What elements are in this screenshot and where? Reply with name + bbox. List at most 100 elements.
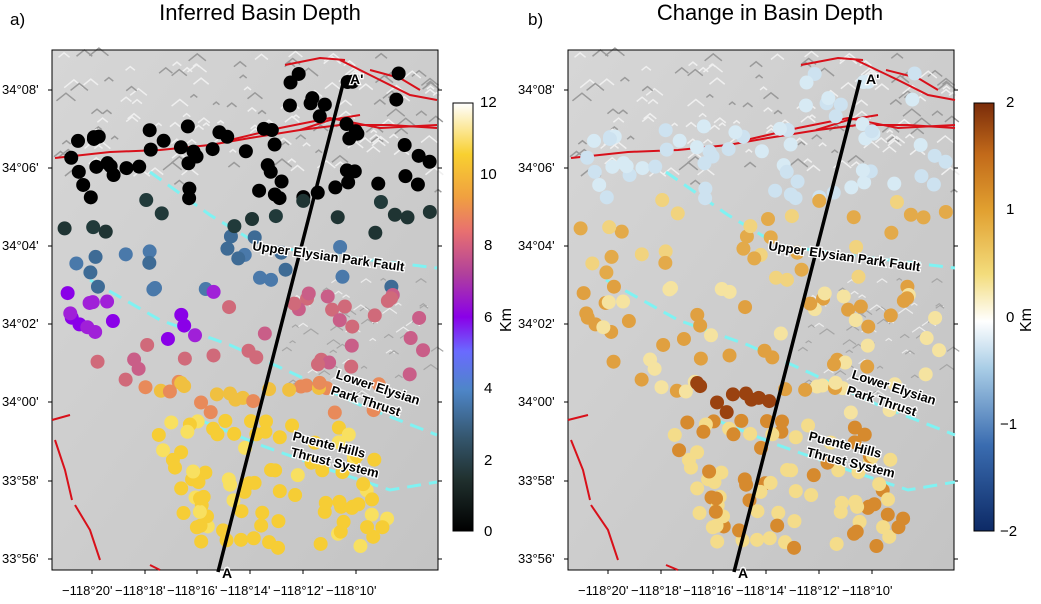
station-dot bbox=[762, 394, 777, 409]
station-dot bbox=[916, 210, 931, 225]
station-dot bbox=[738, 300, 753, 315]
lat-label: 33°58' bbox=[2, 473, 39, 488]
station-dot bbox=[71, 164, 86, 179]
station-dot bbox=[678, 384, 693, 399]
station-dot bbox=[139, 193, 154, 208]
fault-trace bbox=[800, 56, 864, 66]
station-dot bbox=[828, 375, 843, 390]
station-dot bbox=[234, 532, 249, 547]
station-dot bbox=[763, 230, 778, 245]
station-dot bbox=[221, 472, 236, 487]
station-dot bbox=[841, 302, 856, 317]
lon-label: −118°20' bbox=[62, 583, 113, 598]
station-dot bbox=[725, 387, 740, 402]
station-dot bbox=[754, 144, 769, 159]
station-dot bbox=[843, 405, 858, 420]
station-dot bbox=[263, 164, 278, 179]
station-dot bbox=[227, 426, 242, 441]
station-dot bbox=[322, 355, 337, 370]
station-dot bbox=[918, 367, 933, 382]
station-dot bbox=[264, 272, 279, 287]
station-dot bbox=[156, 443, 171, 458]
station-dot bbox=[846, 210, 861, 225]
station-dot bbox=[599, 190, 614, 205]
station-dot bbox=[103, 159, 118, 174]
station-dot bbox=[676, 331, 691, 346]
station-dot bbox=[798, 98, 813, 113]
station-dot bbox=[272, 430, 287, 445]
station-dot bbox=[333, 524, 348, 539]
station-dot bbox=[750, 504, 765, 519]
station-dot bbox=[865, 448, 880, 463]
lat-label: 34°06' bbox=[518, 160, 555, 175]
station-dot bbox=[272, 484, 287, 499]
station-dot bbox=[118, 372, 133, 387]
station-dot bbox=[194, 534, 209, 549]
station-dot bbox=[127, 352, 142, 367]
station-dot bbox=[823, 435, 838, 450]
station-dot bbox=[889, 194, 904, 209]
station-dot bbox=[592, 177, 607, 192]
station-dot bbox=[228, 392, 243, 407]
station-dot bbox=[828, 109, 843, 124]
profile-line bbox=[732, 79, 862, 573]
station-dot bbox=[614, 224, 629, 239]
lat-label: 34°02' bbox=[518, 316, 555, 331]
lat-label: 33°56' bbox=[2, 551, 39, 566]
station-dot bbox=[763, 475, 778, 490]
station-dot bbox=[689, 140, 704, 155]
station-dot bbox=[900, 291, 915, 306]
station-dot bbox=[411, 148, 426, 163]
station-dot bbox=[887, 176, 902, 191]
station-dot bbox=[849, 239, 864, 254]
station-dot bbox=[662, 282, 677, 297]
colorbar-a-tick: 8 bbox=[484, 237, 493, 254]
colorbar-a-unit: Km bbox=[498, 308, 515, 332]
station-dot bbox=[884, 225, 899, 240]
station-dot bbox=[318, 495, 333, 510]
station-dot bbox=[710, 395, 725, 410]
station-dot bbox=[604, 249, 619, 264]
station-dot bbox=[177, 351, 192, 366]
point-a-prime-label: A' bbox=[866, 71, 879, 87]
station-dot bbox=[416, 343, 431, 358]
station-dot bbox=[932, 343, 947, 358]
station-dot bbox=[191, 475, 206, 490]
puente-hills-thrust-trace bbox=[199, 418, 438, 492]
station-dot bbox=[90, 279, 105, 294]
station-dot bbox=[861, 74, 876, 89]
point-a-label: A bbox=[222, 565, 232, 581]
station-dot bbox=[605, 159, 620, 174]
fault-trace bbox=[570, 124, 956, 159]
station-dot bbox=[60, 286, 75, 301]
station-dot bbox=[919, 331, 934, 346]
lon-label: −118°16' bbox=[683, 583, 734, 598]
station-dots bbox=[573, 66, 953, 555]
station-dot bbox=[151, 427, 166, 442]
lon-label: −118°12' bbox=[789, 583, 840, 598]
colorbar-b-unit: Km bbox=[1018, 308, 1035, 332]
station-dot bbox=[690, 481, 705, 496]
station-dot bbox=[332, 494, 347, 509]
station-dot bbox=[851, 269, 866, 284]
station-dot bbox=[780, 272, 795, 287]
puente-hills-thrust-trace bbox=[715, 418, 956, 492]
lon-label: −118°14' bbox=[736, 583, 787, 598]
colorbar-a-tick: 6 bbox=[484, 309, 493, 326]
station-dot bbox=[304, 455, 319, 470]
station-dot bbox=[861, 319, 876, 334]
station-dot bbox=[88, 249, 103, 264]
station-dot bbox=[643, 352, 658, 367]
station-dot bbox=[299, 378, 314, 393]
colorbar-b-tick: 0 bbox=[1006, 309, 1015, 326]
fault-trace bbox=[149, 564, 161, 571]
station-dot bbox=[83, 190, 98, 205]
station-dot bbox=[573, 221, 588, 236]
station-dot bbox=[621, 314, 636, 329]
station-dot bbox=[186, 464, 201, 479]
station-dot bbox=[391, 66, 406, 81]
station-dot bbox=[257, 326, 272, 341]
station-dot bbox=[743, 426, 758, 441]
station-dot bbox=[209, 387, 224, 402]
